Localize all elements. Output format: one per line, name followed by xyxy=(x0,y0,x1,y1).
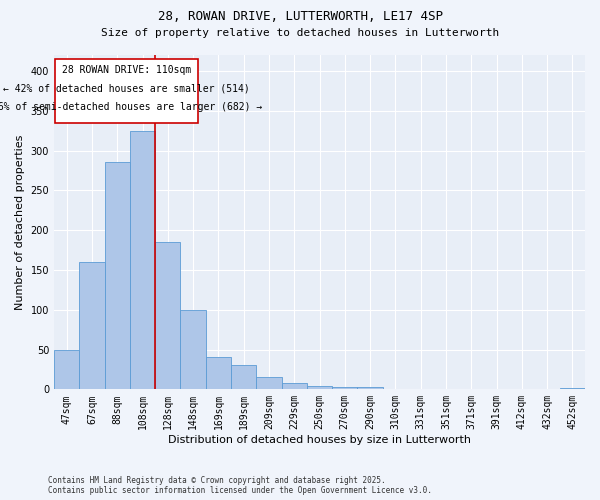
Bar xyxy=(256,378,281,390)
Bar xyxy=(358,387,383,390)
Text: 56% of semi-detached houses are larger (682) →: 56% of semi-detached houses are larger (… xyxy=(0,102,262,112)
Bar xyxy=(155,242,181,390)
X-axis label: Distribution of detached houses by size in Lutterworth: Distribution of detached houses by size … xyxy=(168,435,471,445)
Bar xyxy=(181,310,206,390)
Text: 28 ROWAN DRIVE: 110sqm: 28 ROWAN DRIVE: 110sqm xyxy=(62,66,191,76)
Text: ← 42% of detached houses are smaller (514): ← 42% of detached houses are smaller (51… xyxy=(4,84,250,94)
Bar xyxy=(281,383,307,390)
Bar xyxy=(130,130,155,390)
Bar xyxy=(231,366,256,390)
Text: Contains HM Land Registry data © Crown copyright and database right 2025.
Contai: Contains HM Land Registry data © Crown c… xyxy=(48,476,432,495)
Bar xyxy=(206,358,231,390)
Bar xyxy=(79,262,104,390)
Bar xyxy=(307,386,332,390)
FancyBboxPatch shape xyxy=(55,59,198,122)
Text: Size of property relative to detached houses in Lutterworth: Size of property relative to detached ho… xyxy=(101,28,499,38)
Bar xyxy=(104,162,130,390)
Y-axis label: Number of detached properties: Number of detached properties xyxy=(15,134,25,310)
Bar xyxy=(560,388,585,390)
Bar xyxy=(332,387,358,390)
Bar xyxy=(54,350,79,390)
Text: 28, ROWAN DRIVE, LUTTERWORTH, LE17 4SP: 28, ROWAN DRIVE, LUTTERWORTH, LE17 4SP xyxy=(157,10,443,23)
